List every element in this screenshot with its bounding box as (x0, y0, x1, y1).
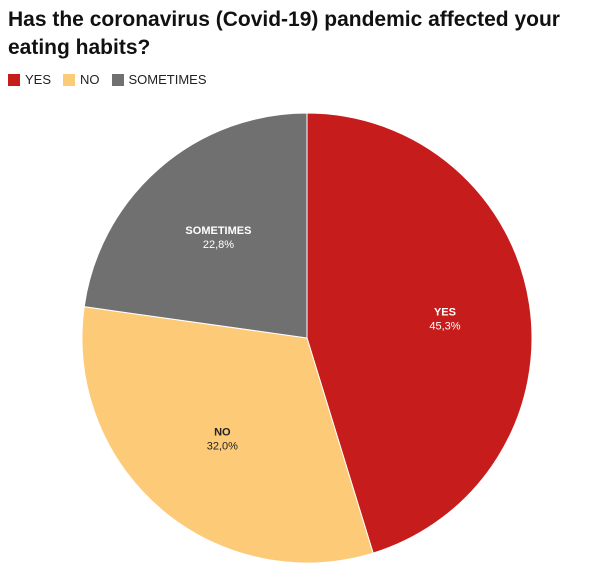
slice-label-yes: YES (434, 306, 456, 318)
legend-label-no: NO (80, 72, 100, 87)
legend-item-yes[interactable]: YES (8, 72, 51, 87)
chart-legend: YES NO SOMETIMES (8, 72, 219, 87)
slice-value-yes: 45,3% (429, 320, 460, 332)
legend-swatch-sometimes (111, 73, 124, 86)
legend-label-sometimes: SOMETIMES (128, 72, 207, 87)
legend-item-sometimes[interactable]: SOMETIMES (111, 72, 207, 87)
slice-label-sometimes: SOMETIMES (185, 225, 251, 237)
legend-swatch-no (63, 73, 76, 86)
legend-label-yes: YES (25, 72, 52, 87)
slice-value-sometimes: 22,8% (203, 239, 234, 251)
pie-slice-sometimes[interactable] (83, 112, 308, 339)
chart-title: Has the coronavirus (Covid-19) pandemic … (8, 8, 560, 59)
pie-slice-yes[interactable] (306, 112, 533, 554)
legend-swatch-yes (8, 73, 20, 86)
slice-label-no: NO (214, 426, 231, 438)
pie-slice-no[interactable] (81, 306, 374, 564)
slice-value-no: 32,0% (207, 440, 238, 452)
legend-item-no[interactable]: NO (63, 72, 100, 87)
